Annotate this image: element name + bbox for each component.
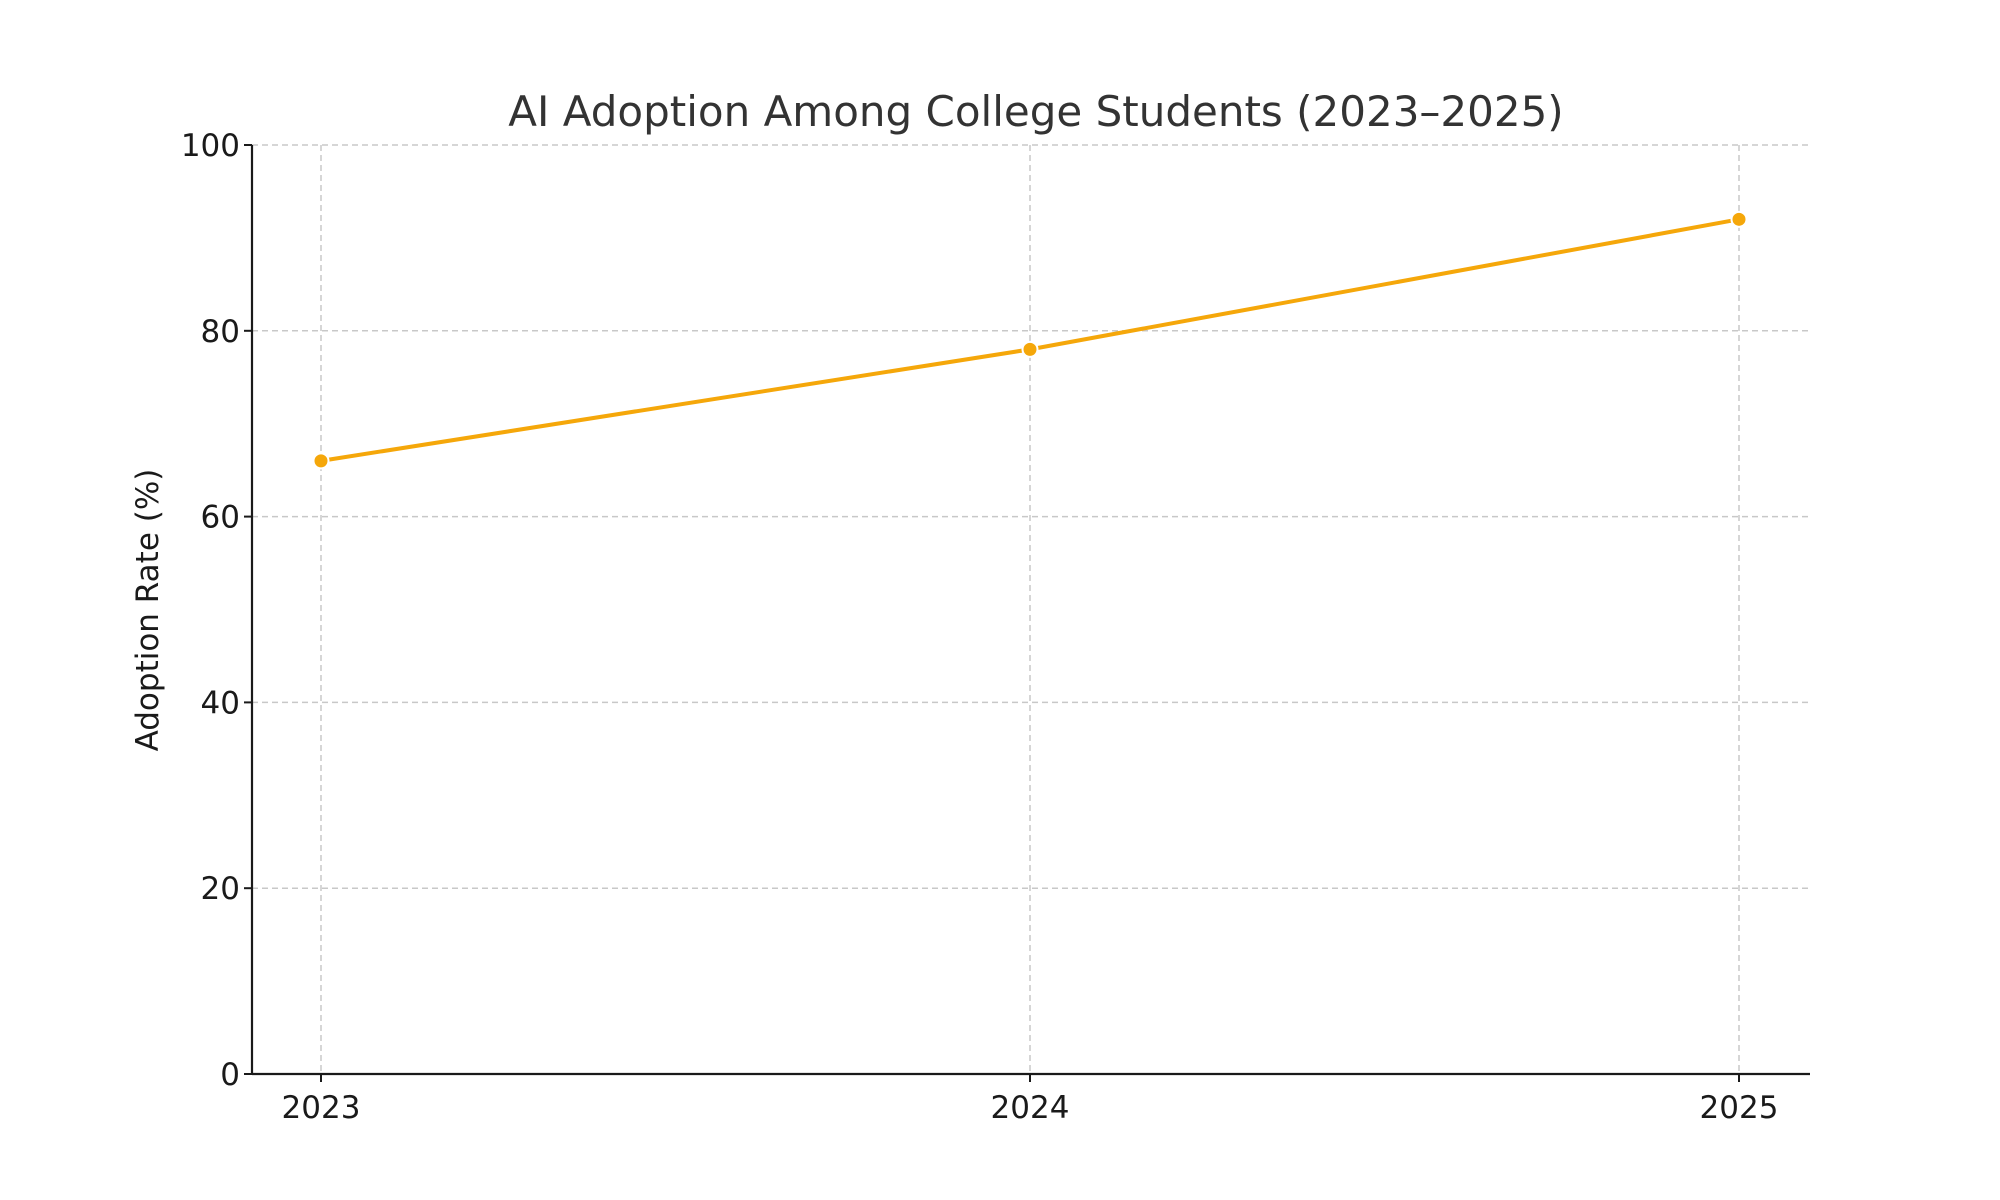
data-point xyxy=(312,452,330,470)
x-tick-label: 2025 xyxy=(1700,1090,1779,1126)
y-tick-label: 40 xyxy=(201,685,240,721)
y-tick-label: 0 xyxy=(220,1057,240,1093)
grid-layer xyxy=(252,144,1810,1074)
y-tick-label: 60 xyxy=(201,500,240,536)
y-axis-label: Adoption Rate (%) xyxy=(130,469,166,752)
chart-title: AI Adoption Among College Students (2023… xyxy=(508,87,1563,136)
x-tick-label: 2024 xyxy=(991,1090,1070,1126)
data-point xyxy=(1021,340,1039,358)
y-tick-label: 80 xyxy=(201,314,240,350)
data-point xyxy=(1730,210,1748,228)
y-tick-label: 20 xyxy=(201,871,240,907)
x-tick-label: 2023 xyxy=(282,1090,361,1126)
y-tick-label: 100 xyxy=(181,128,240,164)
axis-layer: 0 20 40 60 80 100 2023 2024 2025 xyxy=(181,128,1810,1126)
series-layer xyxy=(312,210,1748,470)
